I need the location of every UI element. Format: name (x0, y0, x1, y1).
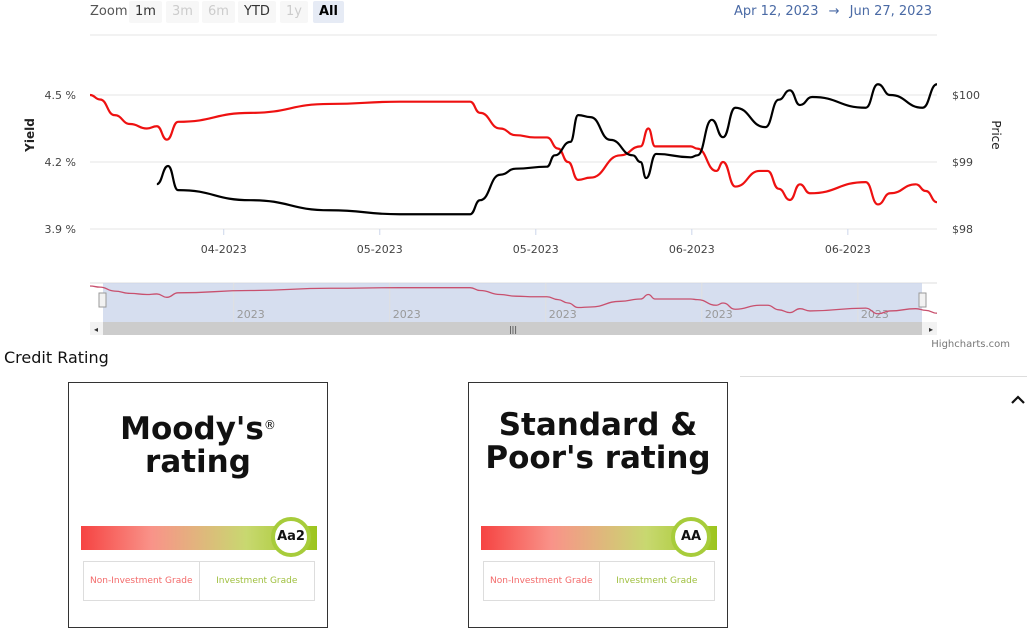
price-series-line (156, 83, 938, 216)
sp-rating-card: Standard & Poor's rating AA Non-Investmen… (468, 382, 728, 628)
rating-legend: Non-Investment Grade Investment Grade (483, 561, 715, 601)
navigator-label: 2023 (861, 308, 889, 321)
navigator-label: 2023 (237, 308, 265, 321)
investment-grade-label: Investment Grade (616, 576, 698, 586)
chevron-up-icon[interactable] (1011, 395, 1025, 405)
range-arrow: → (828, 4, 840, 19)
navigator-right-handle[interactable] (918, 292, 927, 308)
right-axis-title: Price (989, 120, 1003, 149)
zoom-all-button[interactable]: All (313, 1, 344, 23)
scroll-right-arrow-icon[interactable]: ▸ (929, 325, 933, 334)
navigator-label: 2023 (549, 308, 577, 321)
left-axis-tick-label: 4.2 % (45, 156, 76, 169)
navigator-series (89, 285, 938, 315)
navigator[interactable]: 2023 2023 2023 2023 2023 (89, 282, 938, 323)
non-investment-grade-label: Non-Investment Grade (84, 562, 200, 600)
zoom-1m-button[interactable]: 1m (129, 1, 162, 23)
rating-scale-bar: AA (481, 517, 717, 557)
scrollbar-thumb[interactable] (103, 322, 922, 335)
yield-price-chart: 4.5 % 4.2 % 3.9 % $100 $99 $98 04-2023 05-2023 0… (23, 34, 1010, 350)
section-title: Credit Rating (4, 348, 109, 367)
grip-icon: ||| (509, 325, 517, 334)
x-tick-label: 05-2023 (513, 243, 559, 256)
zoom-1y-button[interactable]: 1y (280, 1, 308, 23)
zoom-label: Zoom (90, 4, 128, 19)
highcharts-credits[interactable]: Highcharts.com (931, 339, 1010, 350)
x-tick-label: 04-2023 (201, 243, 247, 256)
navigator-label: 2023 (705, 308, 733, 321)
left-axis-tick-label: 4.5 % (45, 89, 76, 102)
divider (740, 376, 1027, 377)
right-axis-tick-label: $100 (952, 89, 980, 102)
rating-badge: Aa2 (271, 517, 312, 557)
scroll-left-arrow-icon[interactable]: ◂ (94, 325, 98, 334)
scrollbar[interactable]: ||| ◂ ▸ (90, 322, 937, 335)
investment-grade-label: Investment Grade (216, 576, 298, 586)
x-tick-label: 06-2023 (825, 243, 871, 256)
right-axis-tick-label: $99 (952, 156, 973, 169)
left-axis-tick-label: 3.9 % (45, 223, 76, 236)
navigator-left-handle[interactable] (98, 292, 107, 308)
range-from-input[interactable]: Apr 12, 2023 (733, 4, 819, 19)
non-investment-grade-label: Non-Investment Grade (484, 562, 600, 600)
date-range: Apr 12, 2023 → Jun 27, 2023 (734, 4, 932, 19)
rating-legend: Non-Investment Grade Investment Grade (83, 561, 315, 601)
rating-badge: AA (671, 517, 712, 557)
zoom-ytd-button[interactable]: YTD (238, 1, 276, 23)
navigator-mask[interactable] (103, 283, 922, 323)
rating-scale-bar: Aa2 (81, 517, 317, 557)
x-tick-label: 05-2023 (357, 243, 403, 256)
left-axis-title: Yield (23, 118, 37, 153)
navigator-label: 2023 (393, 308, 421, 321)
yield-series-line (89, 93, 938, 206)
zoom-3m-button[interactable]: 3m (166, 1, 199, 23)
moodys-rating-card: Moody's® rating Aa2 Non-Investment Grade I… (68, 382, 328, 628)
right-axis-tick-label: $98 (952, 223, 973, 236)
x-tick-label: 06-2023 (669, 243, 715, 256)
card-title: Standard & Poor's rating (485, 407, 711, 476)
card-title: Moody's® rating (120, 411, 276, 480)
range-to-input[interactable]: Jun 27, 2023 (849, 4, 932, 19)
zoom-6m-button[interactable]: 6m (202, 1, 235, 23)
